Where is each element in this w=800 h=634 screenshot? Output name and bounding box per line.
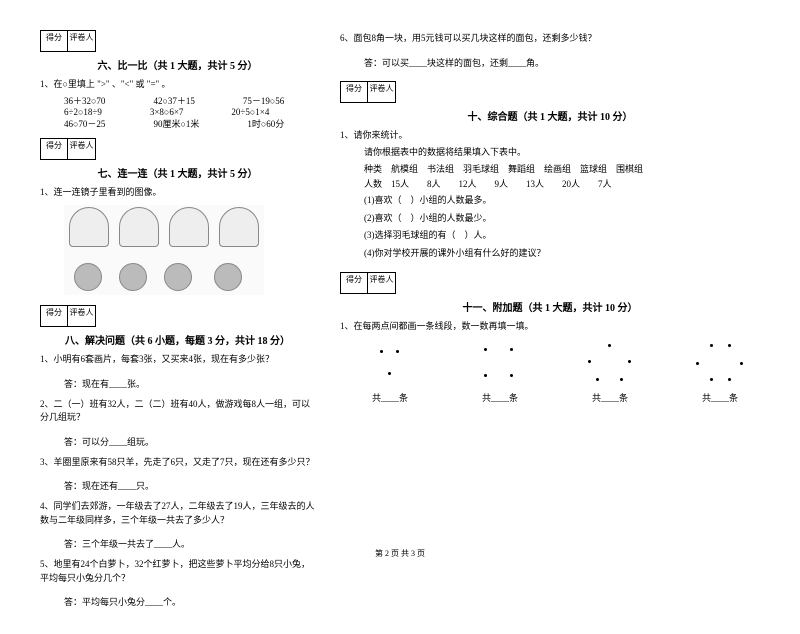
dot-area <box>460 342 540 387</box>
dot-diagrams: 共____条 共____条 共____条 <box>350 342 760 404</box>
dot-icon <box>380 350 383 353</box>
score-cell: 得分 <box>340 272 368 294</box>
dot-icon <box>740 362 743 365</box>
q6-1: 1、在○里填上 ">" 、"<" 或 "=" 。 <box>40 78 315 92</box>
figure-icon <box>119 263 147 291</box>
dot-group-1: 共____条 <box>350 342 430 404</box>
cmp: 42○37＋15 <box>153 94 194 107</box>
q10-i2: (2)喜欢（ ）小组的人数最少。 <box>364 212 760 226</box>
right-column: 6、面包8角一块，用5元钱可以买几块这样的面包，还剩多少钱？ 答：可以买____… <box>340 30 760 614</box>
dot-group-4: 共____条 <box>680 342 760 404</box>
page-footer: 第 2 页 共 3 页 <box>0 548 800 559</box>
swing-icon <box>219 207 259 247</box>
q10-1b: 请你根据表中的数据将结果填入下表中。 <box>364 146 760 160</box>
figure-icon <box>164 263 192 291</box>
dot-icon <box>588 360 591 363</box>
dot-icon <box>728 344 731 347</box>
exam-page: 得分 评卷人 六、比一比（共 1 大题，共计 5 分） 1、在○里填上 ">" … <box>0 0 800 634</box>
swing-icon <box>169 207 209 247</box>
cmp: 6÷2○18÷9 <box>64 107 102 117</box>
dot-icon <box>484 348 487 351</box>
score-box-6: 得分 评卷人 <box>40 30 315 52</box>
score-cell: 得分 <box>340 81 368 103</box>
score-box-10: 得分 评卷人 <box>340 81 760 103</box>
score-box-7: 得分 评卷人 <box>40 138 315 160</box>
figure-icon <box>74 263 102 291</box>
cmp: 90厘米○1米 <box>153 117 199 130</box>
table-row: 人数 15人 8人 12人 9人 13人 20人 7人 <box>364 177 760 192</box>
cmp: 36＋32○70 <box>64 94 105 107</box>
figure-icon <box>214 263 242 291</box>
dot-icon <box>608 344 611 347</box>
dot-area <box>680 342 760 387</box>
q8-4: 4、同学们去郊游，一年级去了27人，二年级去了19人，三年级去的人数与二年级同样… <box>40 500 315 527</box>
a8-2: 答：可以分____组玩。 <box>64 435 315 448</box>
dot-icon <box>510 374 513 377</box>
dot-icon <box>728 378 731 381</box>
section-10-title: 十、综合题（共 1 大题，共计 10 分） <box>340 108 760 123</box>
cmp: 3×8○6×7 <box>150 107 184 117</box>
dot-icon <box>696 362 699 365</box>
cmp: 20÷5○1×4 <box>231 107 269 117</box>
q8-5: 5、地里有24个白萝卜，32个红萝卜，把这些萝卜平均分给8只小兔，平均每只小兔分… <box>40 558 315 585</box>
q8-6: 6、面包8角一块，用5元钱可以买几块这样的面包，还剩多少钱？ <box>340 32 760 46</box>
dot-group-2: 共____条 <box>460 342 540 404</box>
q10-i1: (1)喜欢（ ）小组的人数最多。 <box>364 194 760 208</box>
dot-icon <box>484 374 487 377</box>
a8-5: 答：平均每只小兔分____个。 <box>64 595 315 608</box>
q10-1: 1、请你来统计。 <box>340 129 760 143</box>
a8-6: 答：可以买____块这样的面包，还剩____角。 <box>364 56 760 69</box>
table-row: 种类 航模组 书法组 羽毛球组 舞蹈组 绘画组 篮球组 围棋组 <box>364 162 760 177</box>
mirror-image-placeholder <box>64 205 264 295</box>
cmp: 46○70－25 <box>64 117 105 130</box>
dot-icon <box>596 378 599 381</box>
score-box-8: 得分 评卷人 <box>40 305 315 327</box>
q8-2: 2、二（一）班有32人，二（二）班有40人，做游戏每8人一组，可以分几组玩？ <box>40 398 315 425</box>
dot-area <box>350 342 430 387</box>
grader-cell: 评卷人 <box>68 305 96 327</box>
score-cell: 得分 <box>40 138 68 160</box>
count-label: 共____条 <box>680 391 760 404</box>
compare-row-2: 6÷2○18÷9 3×8○6×7 20÷5○1×4 <box>64 107 315 117</box>
dot-icon <box>710 378 713 381</box>
a8-3: 答：现在还有____只。 <box>64 479 315 492</box>
q10-i4: (4)你对学校开展的课外小组有什么好的建议？ <box>364 247 760 261</box>
count-label: 共____条 <box>570 391 650 404</box>
section-8-title: 八、解决问题（共 6 小题，每题 3 分，共计 18 分） <box>40 332 315 347</box>
stats-table: 种类 航模组 书法组 羽毛球组 舞蹈组 绘画组 篮球组 围棋组 人数 15人 8… <box>364 162 760 193</box>
q10-i3: (3)选择羽毛球组的有（ ）人。 <box>364 229 760 243</box>
grader-cell: 评卷人 <box>368 272 396 294</box>
dot-group-3: 共____条 <box>570 342 650 404</box>
q8-3: 3、羊圈里原来有58只羊，先走了6只，又走了7只，现在还有多少只？ <box>40 456 315 470</box>
score-box-11: 得分 评卷人 <box>340 272 760 294</box>
dot-icon <box>628 360 631 363</box>
left-column: 得分 评卷人 六、比一比（共 1 大题，共计 5 分） 1、在○里填上 ">" … <box>40 30 315 614</box>
swing-icon <box>69 207 109 247</box>
swing-icon <box>119 207 159 247</box>
count-label: 共____条 <box>460 391 540 404</box>
q7-1: 1、连一连镜子里看到的图像。 <box>40 186 315 200</box>
grader-cell: 评卷人 <box>68 30 96 52</box>
dot-icon <box>620 378 623 381</box>
dot-icon <box>388 372 391 375</box>
a8-1: 答：现在有____张。 <box>64 377 315 390</box>
q11-1: 1、在每两点间都画一条线段，数一数再填一填。 <box>340 320 760 334</box>
section-7-title: 七、连一连（共 1 大题，共计 5 分） <box>40 165 315 180</box>
score-cell: 得分 <box>40 30 68 52</box>
cmp: 1时○60分 <box>247 117 284 130</box>
grader-cell: 评卷人 <box>368 81 396 103</box>
grader-cell: 评卷人 <box>68 138 96 160</box>
dot-icon <box>710 344 713 347</box>
compare-row-1: 36＋32○70 42○37＋15 75－19○56 <box>64 94 315 107</box>
section-11-title: 十一、附加题（共 1 大题，共计 10 分） <box>340 299 760 314</box>
dot-icon <box>396 350 399 353</box>
dot-icon <box>510 348 513 351</box>
score-cell: 得分 <box>40 305 68 327</box>
compare-row-3: 46○70－25 90厘米○1米 1时○60分 <box>64 117 315 130</box>
dot-area <box>570 342 650 387</box>
q8-1: 1、小明有6套画片，每套3张，又买来4张，现在有多少张？ <box>40 353 315 367</box>
section-6-title: 六、比一比（共 1 大题，共计 5 分） <box>40 57 315 72</box>
cmp: 75－19○56 <box>243 94 284 107</box>
count-label: 共____条 <box>350 391 430 404</box>
